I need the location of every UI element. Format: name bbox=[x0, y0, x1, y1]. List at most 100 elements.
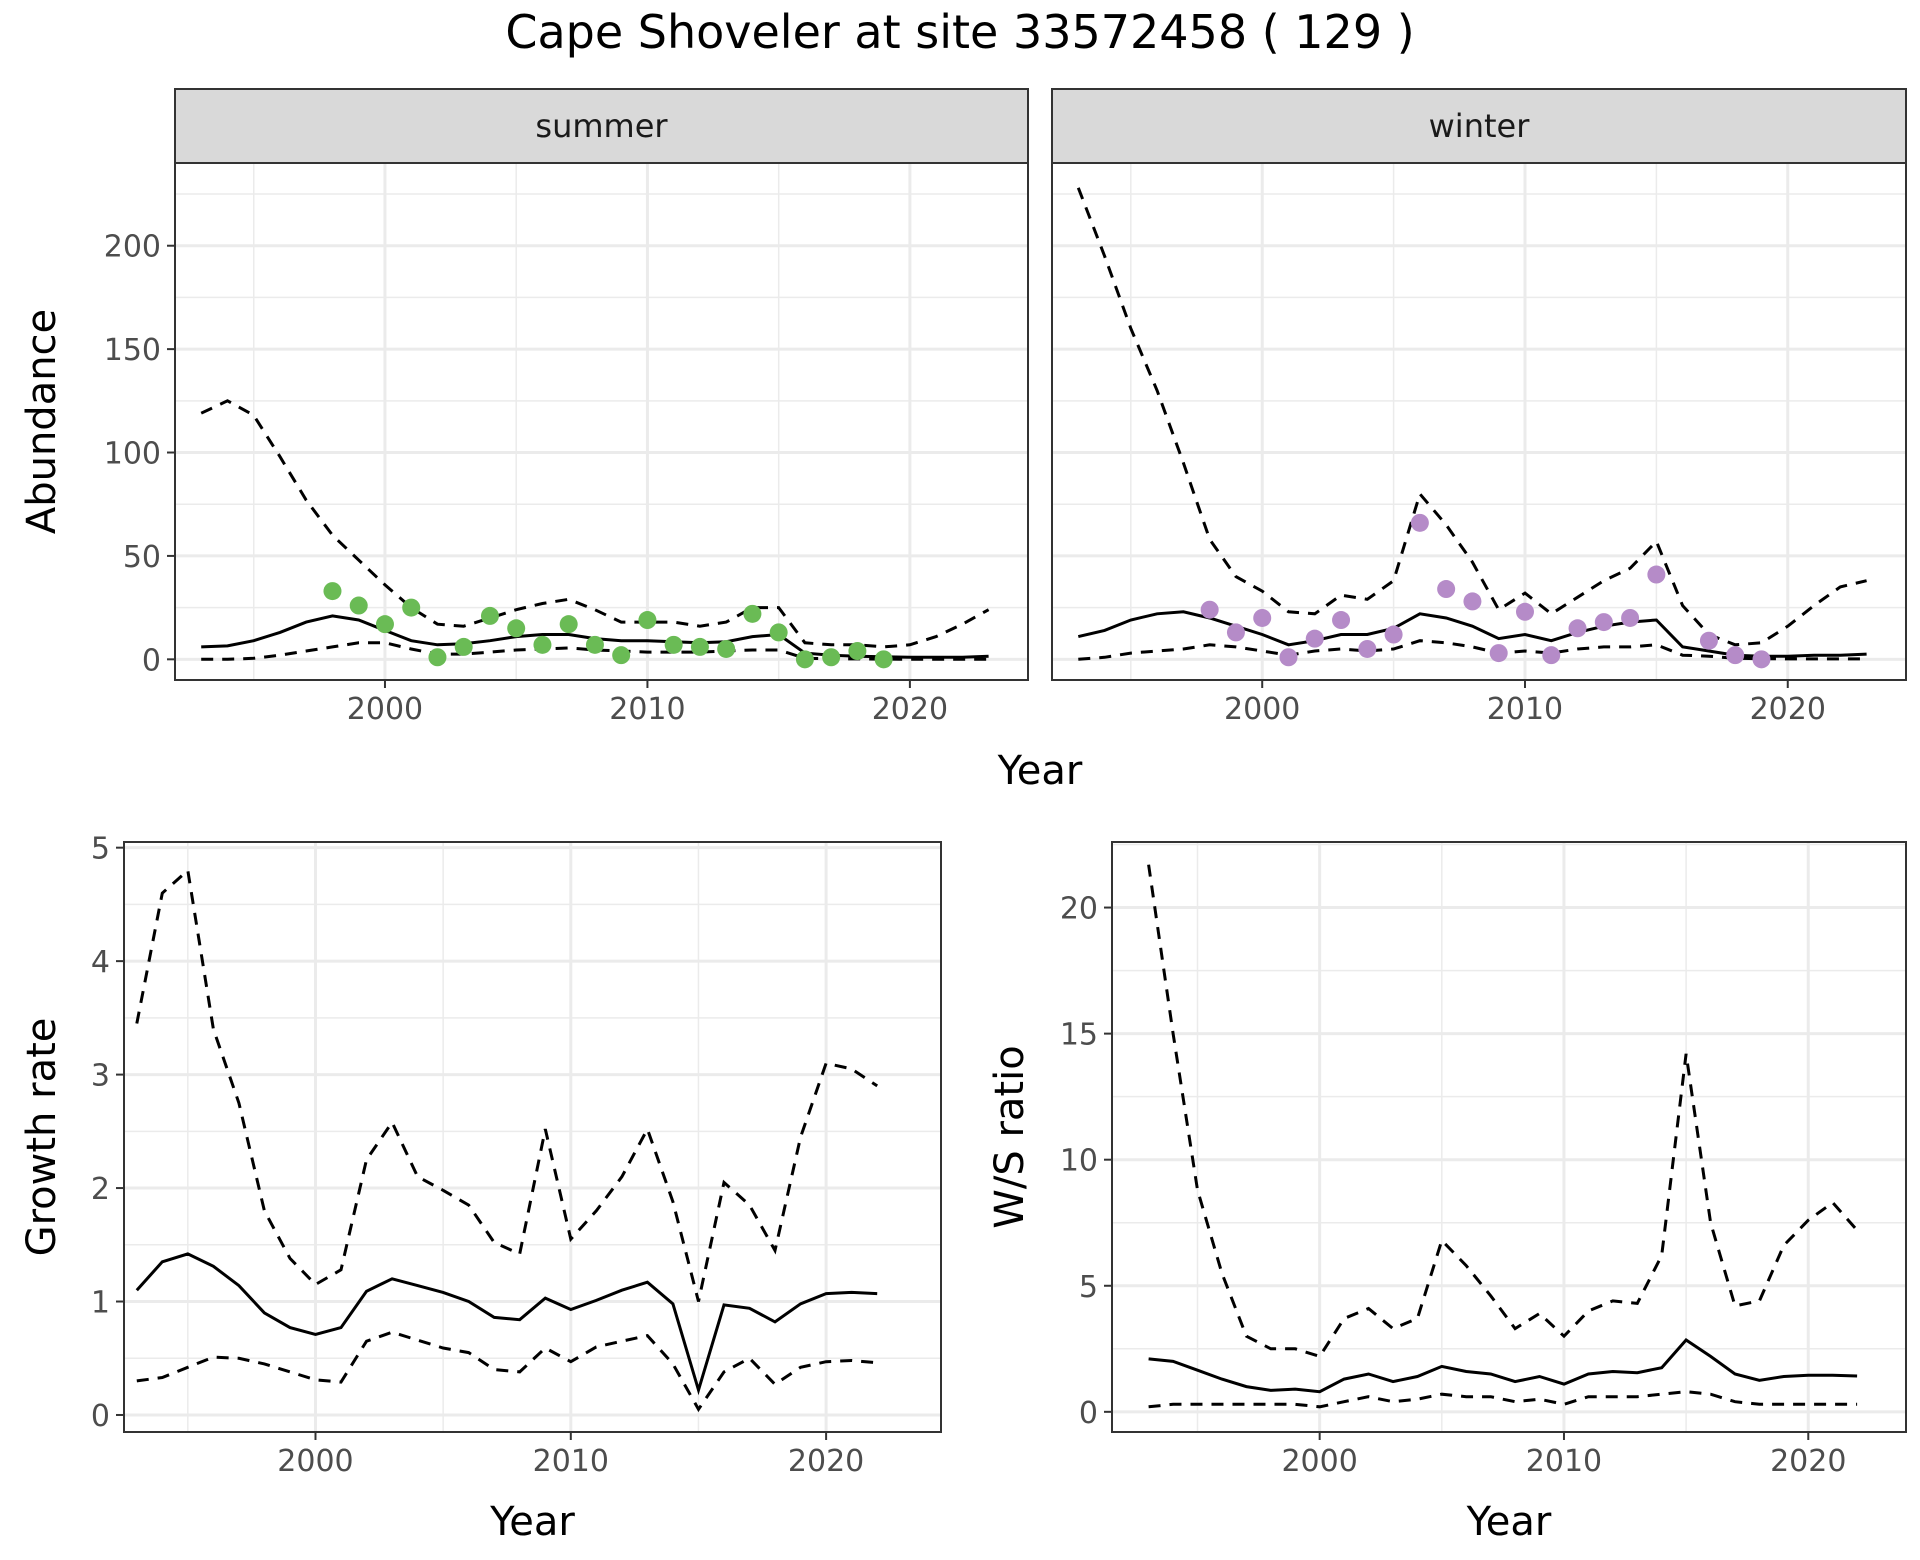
fit-line bbox=[135, 1252, 878, 1396]
observation-point bbox=[1410, 513, 1429, 532]
observation-point bbox=[1726, 646, 1745, 665]
upper-bound-line bbox=[1147, 864, 1859, 1359]
observation-point bbox=[769, 623, 788, 642]
upper-bound-line bbox=[1076, 187, 1867, 647]
observation-point bbox=[585, 635, 604, 654]
lower-bound-line bbox=[136, 1330, 878, 1413]
observation-point bbox=[480, 606, 499, 625]
observation-point bbox=[428, 648, 447, 667]
observation-point bbox=[1253, 608, 1272, 627]
observation-point bbox=[1332, 611, 1351, 630]
observation-point bbox=[1699, 631, 1718, 650]
y-tick-label: 0 bbox=[91, 1399, 110, 1434]
y-tick-label: 5 bbox=[1079, 1270, 1098, 1305]
x-tick-label: 2020 bbox=[788, 1444, 864, 1479]
y-tick-label: 0 bbox=[142, 643, 161, 678]
facet-strip bbox=[1051, 88, 1907, 164]
y-tick-label: 3 bbox=[91, 1059, 110, 1094]
panel-background bbox=[175, 163, 1028, 680]
observation-point bbox=[612, 646, 631, 665]
facet-strip-label: winter bbox=[1429, 107, 1531, 145]
observation-point bbox=[1200, 600, 1219, 619]
observation-point bbox=[690, 637, 709, 656]
observation-point bbox=[533, 635, 552, 654]
x-tick-label: 2000 bbox=[277, 1444, 353, 1479]
observation-point bbox=[717, 639, 736, 658]
y-axis-title: W/S ratio bbox=[987, 1045, 1033, 1228]
observation-point bbox=[454, 637, 473, 656]
observation-point bbox=[559, 615, 578, 634]
panel-background bbox=[1052, 163, 1906, 680]
panel-winter-abundance: winter 2000 2010 2020 bbox=[1051, 88, 1907, 727]
y-axis-title: Growth rate bbox=[19, 1018, 65, 1257]
observation-point bbox=[874, 650, 893, 669]
upper-bound-line bbox=[135, 867, 879, 1302]
panel-background bbox=[1112, 842, 1906, 1432]
observation-point bbox=[1489, 644, 1508, 663]
observation-point bbox=[349, 596, 368, 615]
y-tick-label: 20 bbox=[1060, 892, 1098, 927]
y-tick-label: 10 bbox=[1060, 1144, 1098, 1179]
observation-point bbox=[1647, 565, 1666, 584]
observation-point bbox=[1542, 646, 1561, 665]
x-tick-label: 2020 bbox=[872, 692, 948, 727]
y-tick-label: 15 bbox=[1060, 1018, 1098, 1053]
lower-bound-line bbox=[1148, 1390, 1858, 1409]
facet-strip bbox=[174, 88, 1029, 164]
y-tick-label: 2 bbox=[91, 1172, 110, 1207]
y-tick-label: 150 bbox=[104, 333, 161, 368]
panel-border bbox=[123, 841, 942, 1433]
observation-point bbox=[822, 648, 841, 667]
observation-point bbox=[1437, 580, 1456, 599]
panel-border bbox=[1111, 841, 1907, 1433]
observation-point bbox=[664, 635, 683, 654]
x-axis-title: Year bbox=[489, 1499, 575, 1545]
figure-title: Cape Shoveler at site 33572458 ( 129 ) bbox=[505, 5, 1414, 59]
observation-point bbox=[1305, 629, 1324, 648]
observation-point bbox=[402, 598, 421, 617]
observation-point bbox=[1279, 648, 1298, 667]
x-tick-label: 2000 bbox=[1224, 692, 1300, 727]
observation-point bbox=[1463, 592, 1482, 611]
observation-point bbox=[1384, 625, 1403, 644]
y-tick-label: 4 bbox=[91, 945, 110, 980]
panel-summer-abundance: summer 2000 2010 2020 0 50 100 150 200 Abundance bbox=[19, 88, 1029, 727]
observation-point bbox=[323, 582, 342, 601]
x-tick-label: 2010 bbox=[609, 692, 685, 727]
fit-line bbox=[1148, 1338, 1858, 1394]
observation-point bbox=[743, 604, 762, 623]
x-tick-label: 2010 bbox=[533, 1444, 609, 1479]
observation-point bbox=[1568, 619, 1587, 638]
lower-bound-line bbox=[1078, 639, 1867, 661]
y-axis-title: Abundance bbox=[19, 309, 65, 534]
observation-point bbox=[1594, 613, 1613, 632]
y-tick-label: 200 bbox=[104, 230, 161, 265]
panel-growth-rate: 2000 2010 2020 0 1 2 3 4 5 Growth rate Year bbox=[19, 832, 942, 1545]
panel-ws-ratio: 2000 2010 2020 0 5 10 15 20 W/S ratio Year bbox=[987, 841, 1907, 1545]
observation-point bbox=[795, 650, 814, 669]
observation-point bbox=[638, 611, 657, 630]
observation-point bbox=[375, 615, 394, 634]
observation-point bbox=[1621, 608, 1640, 627]
y-tick-label: 5 bbox=[91, 832, 110, 867]
x-tick-label: 2020 bbox=[1770, 1444, 1846, 1479]
observation-point bbox=[1752, 650, 1771, 669]
observation-point bbox=[848, 642, 867, 661]
x-tick-label: 2010 bbox=[1526, 1444, 1602, 1479]
observation-point bbox=[507, 619, 526, 638]
x-axis-title: Year bbox=[1466, 1499, 1552, 1545]
x-tick-label: 2010 bbox=[1487, 692, 1563, 727]
observation-point bbox=[1358, 639, 1377, 658]
y-tick-label: 50 bbox=[123, 540, 161, 575]
y-tick-label: 0 bbox=[1079, 1396, 1098, 1431]
panel-background bbox=[124, 842, 941, 1432]
x-tick-label: 2000 bbox=[1281, 1444, 1357, 1479]
x-tick-label: 2000 bbox=[347, 692, 423, 727]
facet-strip-label: summer bbox=[535, 107, 668, 145]
y-tick-label: 1 bbox=[91, 1286, 110, 1321]
observation-point bbox=[1226, 623, 1245, 642]
observation-point bbox=[1515, 602, 1534, 621]
top-x-axis-title: Year bbox=[997, 748, 1083, 794]
x-tick-label: 2020 bbox=[1750, 692, 1826, 727]
